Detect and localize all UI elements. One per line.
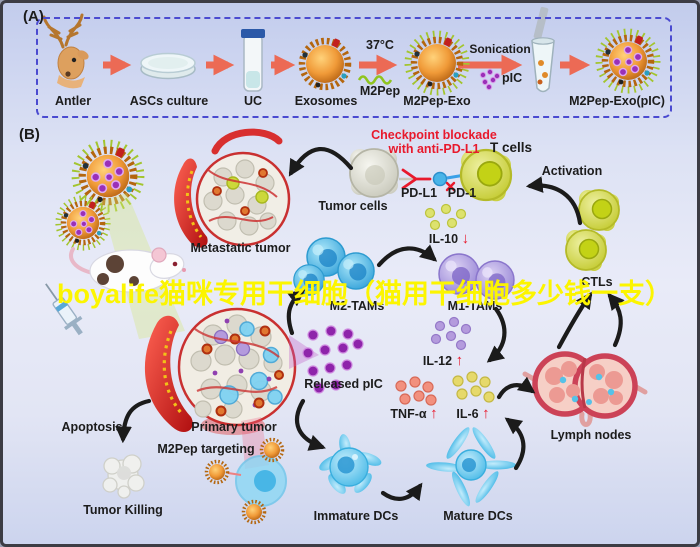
immature-dc-icon bbox=[319, 434, 382, 494]
deer-antler-icon bbox=[42, 13, 89, 89]
mouse-icon bbox=[69, 247, 186, 293]
label-m1-tams: M1-TAMs bbox=[447, 299, 503, 313]
ctl-cell-icon-2 bbox=[565, 229, 607, 272]
label-exosomes: Exosomes bbox=[294, 94, 358, 108]
label-checkpoint-blockade: Checkpoint blockade with anti-PD-L1 bbox=[359, 128, 509, 157]
label-antler: Antler bbox=[54, 94, 92, 108]
label-m2pep-targeting: M2Pep targeting bbox=[157, 442, 255, 456]
tnf-dots bbox=[395, 376, 437, 406]
flow-arrows bbox=[115, 147, 625, 502]
uc-tube-icon bbox=[241, 29, 265, 92]
il6-dots bbox=[452, 371, 495, 403]
panel-a-tag: (A) bbox=[23, 8, 44, 25]
pic-dots-panel-a bbox=[479, 68, 501, 91]
label-m2-tams: M2-TAMs bbox=[329, 299, 385, 313]
label-tnf: TNF-α ↑ bbox=[380, 405, 448, 423]
label-m2pep-exo: M2Pep-Exo bbox=[403, 94, 471, 108]
watermark-text: boyalife猫咪专用干细胞（猫用干细胞多少钱一支） bbox=[57, 279, 673, 309]
dying-tumor-cell-icon bbox=[102, 454, 145, 499]
label-immature-dcs: Immature DCs bbox=[313, 509, 399, 523]
label-sonication: Sonication bbox=[469, 42, 531, 56]
checkpoint-line-2: with anti-PD-L1 bbox=[388, 142, 480, 157]
syringe-icon bbox=[45, 283, 83, 336]
label-released-pic: Released pIC bbox=[304, 377, 383, 391]
label-uc: UC bbox=[243, 94, 263, 108]
label-activation: Activation bbox=[541, 164, 603, 178]
lymph-nodes-illustration bbox=[522, 351, 648, 427]
label-m2pep-exo-pic: M2Pep-Exo(pIC) bbox=[569, 94, 665, 108]
label-ctls: CTLs bbox=[581, 275, 613, 289]
label-m2pep: M2Pep bbox=[359, 84, 401, 98]
label-mature-dcs: Mature DCs bbox=[443, 509, 513, 523]
label-primary-tumor: Primary tumor bbox=[191, 420, 277, 434]
panel-b-tag: (B) bbox=[19, 126, 40, 143]
label-il12: IL-12 ↑ bbox=[412, 352, 474, 370]
label-pd-l1: PD-L1 bbox=[400, 186, 438, 200]
injected-exosome-icon bbox=[76, 144, 141, 209]
m2pep-targeting-cell-icon bbox=[204, 437, 287, 525]
il12-name: IL-12 bbox=[422, 354, 453, 368]
illustration-layer bbox=[42, 6, 700, 525]
label-temperature: 37°C bbox=[366, 38, 394, 52]
tnf-up-arrow-icon: ↑ bbox=[430, 405, 438, 422]
panel-a-dashed-border bbox=[36, 17, 672, 118]
label-pic: pIC bbox=[502, 71, 523, 85]
primary-tumor-illustration bbox=[144, 307, 297, 435]
ctl-cell-icon bbox=[578, 189, 620, 232]
label-t-cells: T cells bbox=[489, 140, 533, 155]
il10-down-arrow-icon: ↓ bbox=[461, 230, 470, 247]
label-metastatic-tumor: Metastatic tumor bbox=[190, 241, 291, 255]
petri-dish-icon bbox=[140, 52, 196, 80]
tumor-cell-icon bbox=[349, 148, 399, 198]
il10-name: IL-10 bbox=[428, 232, 459, 246]
mature-dc-icon bbox=[426, 427, 516, 507]
metastatic-tumor-illustration bbox=[174, 128, 291, 248]
tnf-name: TNF-α bbox=[390, 407, 427, 421]
label-il10: IL-10 ↓ bbox=[418, 230, 480, 248]
released-pic-dots bbox=[302, 325, 364, 394]
label-tumor-killing: Tumor Killing bbox=[83, 503, 163, 517]
label-il6: IL-6 ↑ bbox=[446, 405, 500, 423]
m2pep-peptide-icon bbox=[357, 75, 393, 85]
sonication-tube-icon bbox=[531, 6, 555, 93]
il12-dots bbox=[430, 316, 472, 351]
label-apoptosis: Apoptosis bbox=[61, 420, 123, 434]
injected-exosome-icon-2 bbox=[58, 198, 107, 247]
il10-dots bbox=[424, 203, 467, 231]
il6-name: IL-6 bbox=[456, 407, 479, 421]
label-ascs-culture: ASCs culture bbox=[129, 94, 209, 108]
label-lymph-nodes: Lymph nodes bbox=[550, 428, 632, 442]
il12-up-arrow-icon: ↑ bbox=[455, 352, 464, 369]
label-tumor-cells: Tumor cells bbox=[318, 199, 388, 213]
il6-up-arrow-icon: ↑ bbox=[482, 405, 490, 422]
checkpoint-line-1: Checkpoint blockade bbox=[371, 128, 497, 142]
label-pd-1: PD-1 bbox=[447, 186, 477, 200]
